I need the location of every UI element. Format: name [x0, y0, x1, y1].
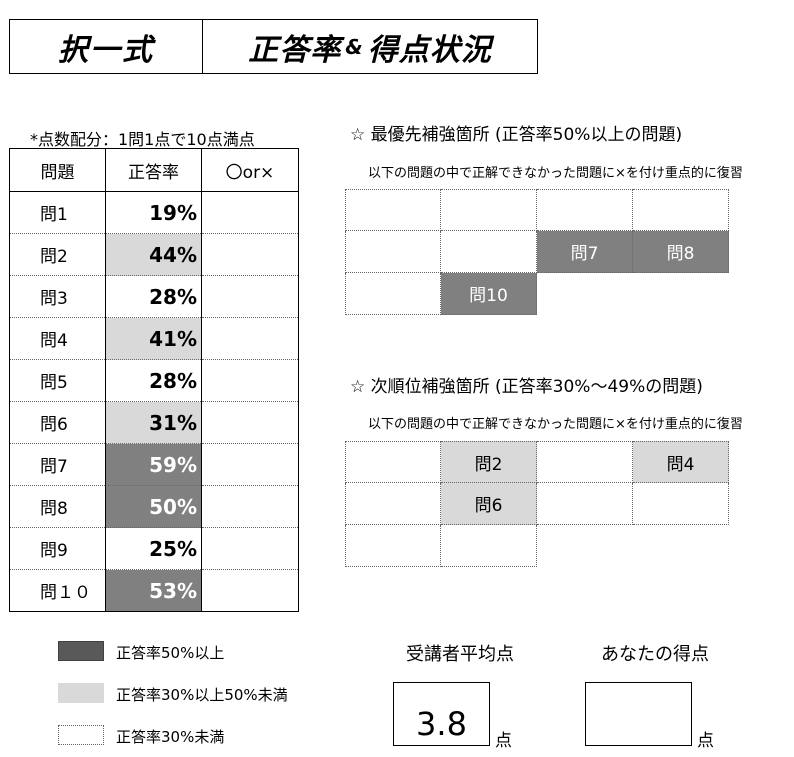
correct-rate-table: 問題 正答率 〇or× 問1 19% 問2 44% 問3 28% 問4 41% 問5 28% 問6 3…	[9, 148, 299, 612]
average-score-value: 3.8	[416, 705, 467, 743]
question-cell: 問7	[9, 443, 106, 486]
priority-grid-cell	[633, 273, 729, 315]
your-score-box[interactable]	[585, 682, 692, 746]
title-main: 正答率	[248, 32, 342, 68]
priority-instruction: 以下の問題の中で正解できなかった問題に×を付け重点的に復習	[368, 166, 743, 181]
legend-label-high: 正答率50%以上	[116, 644, 225, 662]
average-score-label: 受講者平均点	[406, 644, 514, 665]
table-row: 問2 44%	[9, 233, 299, 276]
title-section: 正答率 & 得点状況	[203, 20, 537, 73]
table-row: 問7 59%	[9, 443, 299, 486]
table-row: 問6 31%	[9, 401, 299, 444]
table-row: 問5 28%	[9, 359, 299, 402]
priority-grid-cell	[441, 189, 537, 231]
secondary-grid-cell	[345, 441, 441, 483]
secondary-grid-cell	[633, 525, 729, 567]
mark-cell[interactable]	[201, 317, 299, 360]
table-row: 問9 25%	[9, 527, 299, 570]
question-cell: 問3	[9, 275, 106, 318]
title-exam-type: 択一式	[10, 20, 203, 73]
title-box: 択一式 正答率 & 得点状況	[9, 19, 538, 74]
mark-cell[interactable]	[201, 485, 299, 528]
rate-cell: 28%	[105, 275, 202, 318]
secondary-grid-cell	[537, 525, 633, 567]
secondary-grid: 問2 問4 問6	[345, 441, 729, 567]
priority-grid-cell	[537, 189, 633, 231]
question-cell: 問1	[9, 191, 106, 234]
score-distribution-note: *点数配分：1問1点で10点満点	[30, 130, 255, 149]
legend-label-mid: 正答率30%以上50%未満	[116, 686, 288, 704]
table-row: 問4 41%	[9, 317, 299, 360]
rate-cell: 19%	[105, 191, 202, 234]
rate-cell: 28%	[105, 359, 202, 402]
table-row: 問8 50%	[9, 485, 299, 528]
average-score-unit: 点	[495, 731, 512, 751]
rate-cell: 41%	[105, 317, 202, 360]
priority-grid-cell	[537, 273, 633, 315]
rate-cell: 25%	[105, 527, 202, 570]
secondary-grid-cell	[345, 525, 441, 567]
secondary-instruction: 以下の問題の中で正解できなかった問題に×を付け重点的に復習	[368, 417, 743, 432]
rate-cell: 59%	[105, 443, 202, 486]
question-cell: 問１０	[9, 569, 106, 612]
secondary-grid-cell	[441, 525, 537, 567]
secondary-grid-cell	[537, 441, 633, 483]
secondary-grid-cell: 問4	[633, 441, 729, 483]
priority-grid-cell: 問10	[441, 273, 537, 315]
secondary-section-title: ☆ 次順位補強箇所 (正答率30%～49%の問題)	[350, 377, 703, 397]
question-cell: 問8	[9, 485, 106, 528]
secondary-grid-cell	[345, 483, 441, 525]
mark-cell[interactable]	[201, 233, 299, 276]
rate-cell: 53%	[105, 569, 202, 612]
mark-cell[interactable]	[201, 443, 299, 486]
priority-grid-cell: 問7	[537, 231, 633, 273]
rate-cell: 44%	[105, 233, 202, 276]
question-cell: 問2	[9, 233, 106, 276]
table-row: 問１０ 53%	[9, 569, 299, 612]
mark-cell[interactable]	[201, 191, 299, 234]
mark-cell[interactable]	[201, 359, 299, 402]
secondary-grid-cell: 問6	[441, 483, 537, 525]
legend-swatch-low	[58, 725, 104, 745]
legend-swatch-mid	[58, 683, 104, 703]
table-row: 問3 28%	[9, 275, 299, 318]
priority-section-title: ☆ 最優先補強箇所 (正答率50%以上の問題)	[350, 125, 683, 145]
priority-grid-cell: 問8	[633, 231, 729, 273]
secondary-grid-cell	[537, 483, 633, 525]
secondary-grid-cell: 問2	[441, 441, 537, 483]
title-tail: 得点状況	[367, 32, 492, 68]
table-row: 問1 19%	[9, 191, 299, 234]
mark-cell[interactable]	[201, 401, 299, 444]
mark-cell[interactable]	[201, 569, 299, 612]
header-question: 問題	[9, 148, 106, 192]
average-score-box: 3.8	[393, 682, 490, 746]
your-score-unit: 点	[697, 731, 714, 751]
mark-cell[interactable]	[201, 275, 299, 318]
priority-grid-cell	[345, 189, 441, 231]
secondary-grid-cell	[633, 483, 729, 525]
header-mark: 〇or×	[201, 148, 299, 192]
question-cell: 問6	[9, 401, 106, 444]
priority-grid-cell	[441, 231, 537, 273]
priority-grid-cell	[345, 273, 441, 315]
priority-grid-cell	[633, 189, 729, 231]
legend-swatch-high	[58, 641, 104, 661]
rate-cell: 31%	[105, 401, 202, 444]
question-cell: 問4	[9, 317, 106, 360]
legend-label-low: 正答率30%未満	[116, 728, 225, 746]
rate-cell: 50%	[105, 485, 202, 528]
your-score-label: あなたの得点	[601, 644, 709, 665]
title-amp: &	[345, 34, 364, 59]
priority-grid: 問7 問8 問10	[345, 189, 729, 315]
question-cell: 問9	[9, 527, 106, 570]
table-header-row: 問題 正答率 〇or×	[9, 148, 299, 192]
question-cell: 問5	[9, 359, 106, 402]
priority-grid-cell	[345, 231, 441, 273]
mark-cell[interactable]	[201, 527, 299, 570]
header-rate: 正答率	[105, 148, 202, 192]
